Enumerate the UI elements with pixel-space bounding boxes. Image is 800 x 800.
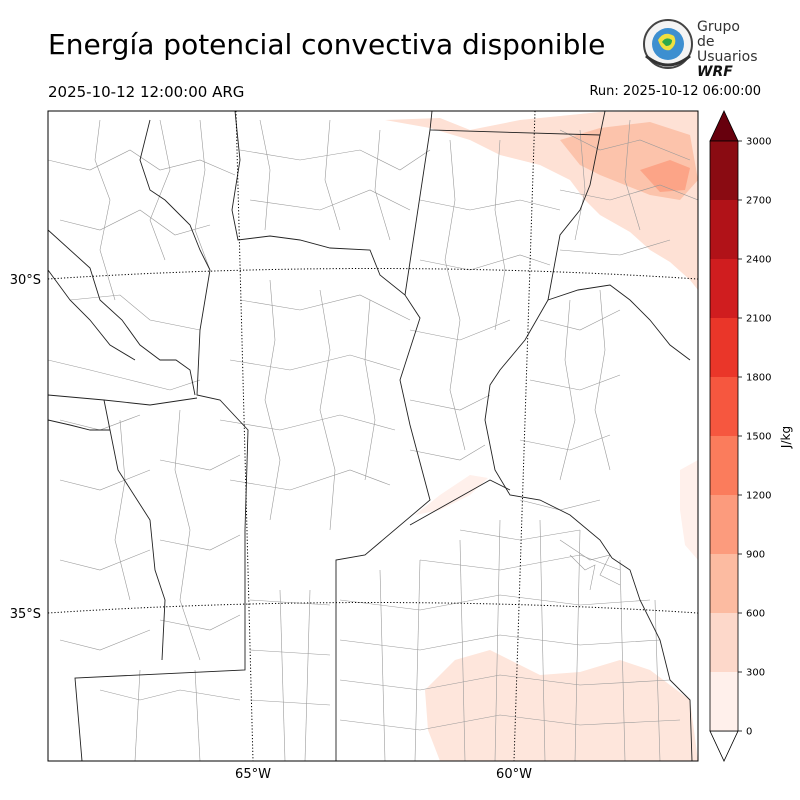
run-time: Run: 2025-10-12 06:00:00 [589,84,761,99]
lat-label-35s: 35°S [10,607,41,622]
colorbar-tick-label: 900 [746,550,765,561]
colorbar-segment [710,318,738,377]
cape-area-central [415,475,488,515]
logo-line-2: Usuarios [697,49,758,65]
lon-label-65w: 65°W [235,767,271,782]
logo-line-3: WRF [697,64,733,80]
colorbar-segment [710,495,738,554]
colorbar-segment [710,141,738,200]
cape-area-south [425,650,698,761]
colorbar-segment [710,377,738,436]
colorbar-segment [710,554,738,613]
colorbar-tick-label: 1500 [746,432,771,443]
lon-label-60w: 60°W [496,767,532,782]
department-boundaries [48,119,698,761]
colorbar-over-extension [709,110,739,142]
colorbar-tick-label: 0 [746,727,752,738]
map-area [48,111,698,761]
colorbar-tick-label: 300 [746,668,765,679]
colorbar-tick-label: 1200 [746,491,771,502]
graticule [48,111,698,761]
globe-emblem-icon [643,19,693,69]
colorbar-segment [710,613,738,672]
colorbar-tick-label: 3000 [746,137,771,148]
province-boundaries [48,111,693,761]
colorbar-segment [710,672,738,731]
map-title: Energía potencial convectiva disponible [48,28,606,61]
valid-time: 2025-10-12 12:00:00 ARG [48,83,245,101]
colorbar-segment [710,436,738,495]
colorbar-tick-label: 2100 [746,314,771,325]
colorbar-tick-label: 2400 [746,255,771,266]
cape-area-northeast-max [640,160,690,192]
colorbar-segment [710,200,738,259]
colorbar-under-extension [709,730,739,762]
cape-shading [385,111,698,761]
colorbar-segment [710,259,738,318]
colorbar-unit-label: J/kg [779,426,793,449]
logo-line-1: Grupo de [697,19,740,50]
colorbar: 0 300 600 900 1200 1500 1800 2100 2400 2700 3000 [709,110,771,762]
colorbar-tick-label: 600 [746,609,765,620]
colorbar-tick-label: 2700 [746,196,771,207]
map-frame [47,110,699,762]
cape-area-east [680,460,698,560]
colorbar-tick-label: 1800 [746,373,771,384]
lat-label-30s: 30°S [10,273,41,288]
wrf-group-logo: Grupo de Usuarios WRF [640,18,760,80]
